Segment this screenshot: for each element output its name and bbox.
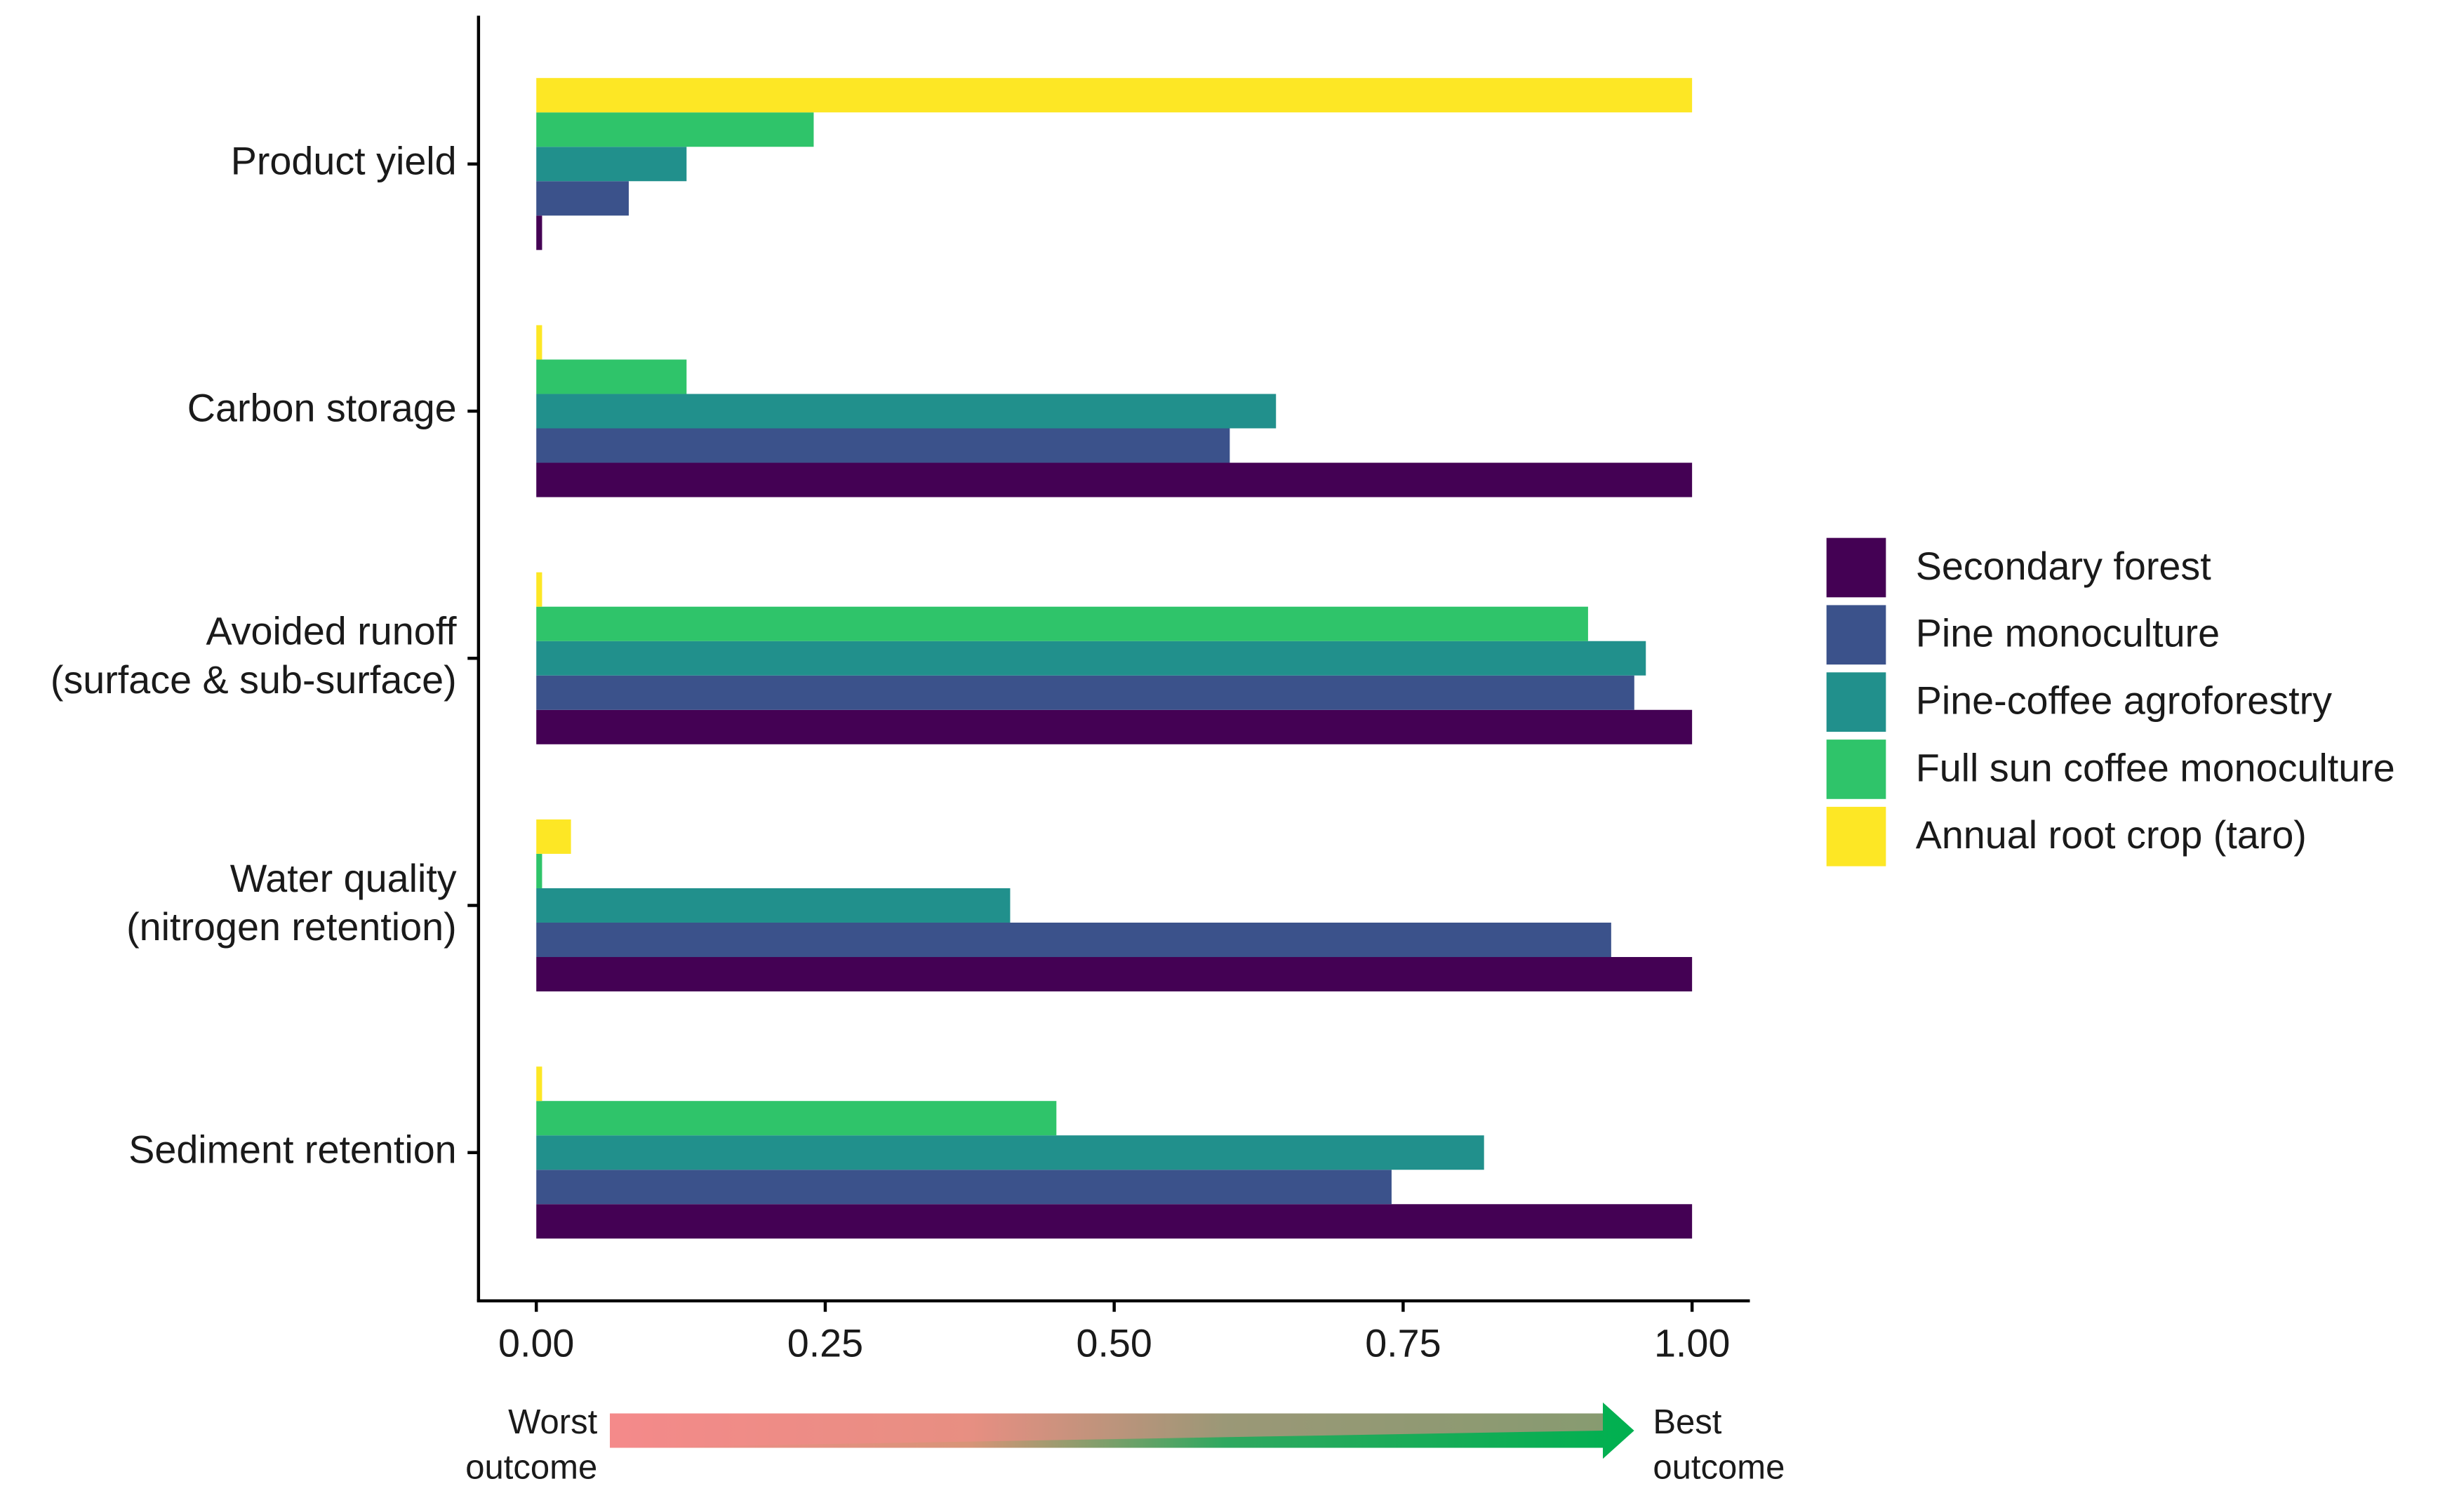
y-tick-label: Product yield: [231, 139, 457, 182]
bar: [536, 641, 1646, 676]
bar: [536, 888, 1011, 923]
bar: [536, 819, 571, 854]
bar: [536, 1101, 1057, 1136]
x-tick-label: 0.25: [787, 1321, 863, 1365]
bar: [536, 181, 629, 216]
bar: [536, 922, 1611, 958]
legend-swatch: [1826, 605, 1886, 665]
bar: [536, 675, 1634, 710]
bar: [536, 112, 814, 147]
bar: [536, 1170, 1392, 1205]
bar: [536, 78, 1693, 113]
bar: [536, 428, 1230, 463]
x-tick-label: 0.00: [498, 1321, 574, 1365]
y-tick-label: Avoided runoff (surface & sub-surface): [51, 609, 457, 701]
bar: [536, 1135, 1484, 1170]
x-tick-label: 1.00: [1654, 1321, 1730, 1365]
legend-swatch: [1826, 537, 1886, 598]
legend-swatch: [1826, 806, 1886, 867]
bar: [536, 606, 1588, 641]
y-tick-label: Water quality (nitrogen retention): [126, 857, 457, 949]
worst-outcome-label: Worst outcome: [465, 1403, 597, 1487]
bar: [536, 215, 542, 250]
bar: [536, 325, 542, 360]
bar: [536, 394, 1277, 429]
legend-label: Pine monoculture: [1916, 612, 2220, 655]
bar: [536, 1066, 542, 1102]
x-tick-label: 0.75: [1365, 1321, 1441, 1365]
bar: [536, 359, 687, 394]
bar: [536, 709, 1693, 744]
bar: [536, 1204, 1693, 1239]
legend-swatch: [1826, 740, 1886, 799]
bar: [536, 957, 1693, 992]
legend-label: Pine-coffee agroforestry: [1916, 679, 2332, 723]
x-tick-label: 0.50: [1076, 1321, 1152, 1365]
legend-label: Secondary forest: [1916, 544, 2212, 588]
y-tick-label: Sediment retention: [128, 1128, 456, 1171]
legend-swatch: [1826, 672, 1886, 732]
best-outcome-label: Best outcome: [1653, 1403, 1785, 1487]
bar: [536, 853, 542, 888]
bar: [536, 572, 542, 607]
bar: [536, 147, 687, 182]
outcome-arrow-shade: [610, 1413, 1604, 1448]
bar: [536, 462, 1693, 497]
y-tick-label: Carbon storage: [187, 387, 457, 430]
legend-label: Annual root crop (taro): [1916, 813, 2307, 857]
legend-label: Full sun coffee monoculture: [1916, 746, 2395, 789]
